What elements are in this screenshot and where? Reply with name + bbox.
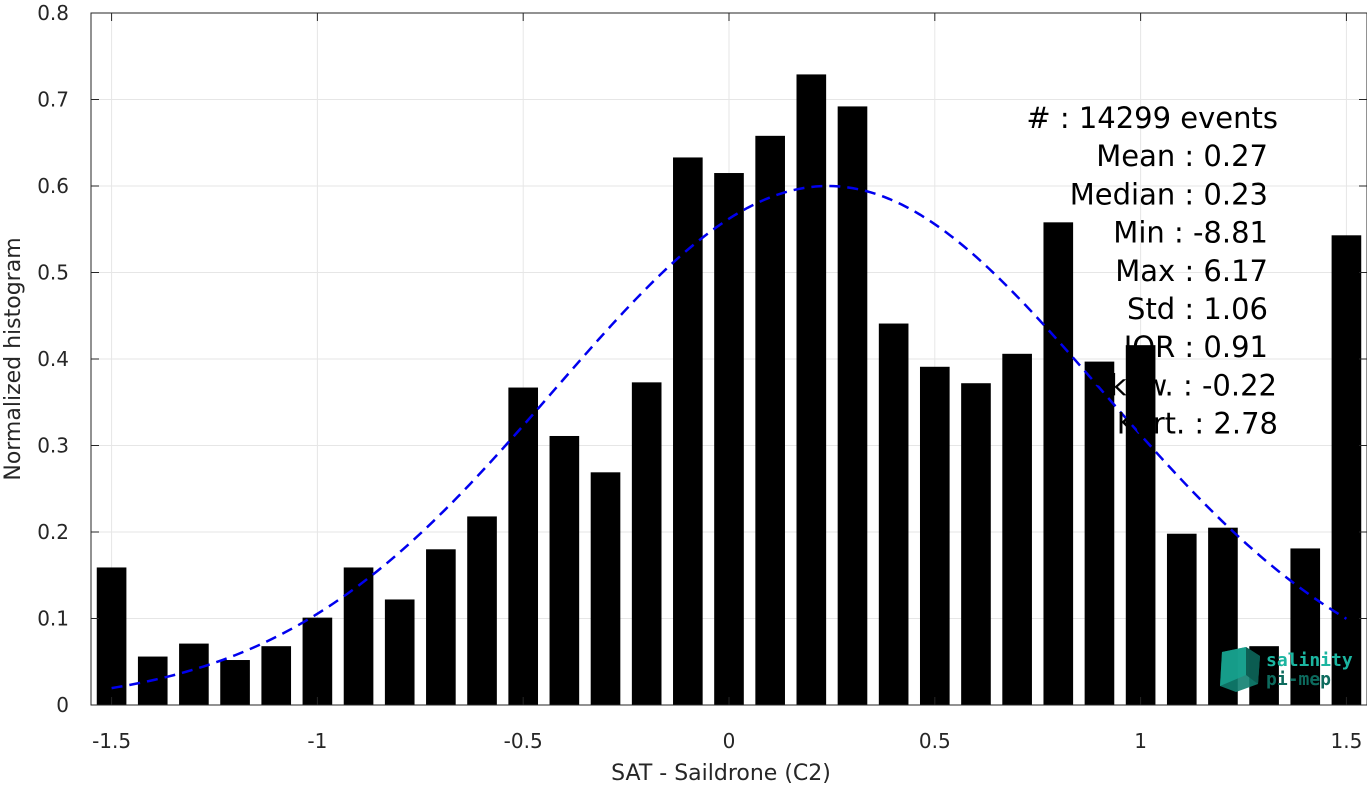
x-tick-label: -0.5 [504,729,543,753]
histogram-bar [631,382,662,705]
y-tick-label: 0.4 [37,347,69,371]
x-tick-label: 1.5 [1331,729,1363,753]
histogram-bar [878,323,909,705]
y-tick-label: 0.1 [37,607,69,631]
histogram-bar [1290,548,1321,705]
histogram-bar [961,383,991,705]
histogram-bars [96,74,1362,706]
y-tick-label: 0 [56,693,69,717]
histogram-bar [508,387,539,705]
stat-line: Std : 1.06 [1127,292,1268,326]
cube-logo-icon [1220,647,1260,692]
histogram-bar [302,617,333,705]
histogram-bar [1125,345,1156,705]
statistics-box: # : 14299 events Mean : 0.27 Median : 0.23… [1026,101,1278,441]
histogram-bar [261,646,292,705]
histogram-bar [919,366,950,705]
stat-line: Min : -8.81 [1113,216,1268,250]
histogram-bar [1043,222,1074,705]
y-tick-label: 0.5 [37,261,69,285]
histogram-bar [179,643,209,705]
histogram-bar [426,549,456,705]
x-axis-ticks: -1.5 -1 -0.5 0 0.5 1 1.5 [92,13,1362,753]
stat-line: Mean : 0.27 [1096,139,1268,173]
salinity-pi-mep-logo: salinity pi-mep [1220,647,1353,692]
stat-line: Max : 6.17 [1115,254,1268,288]
y-axis-label: Normalized histogram [1,237,26,480]
histogram-bar [467,516,497,705]
stat-line: IQR : 0.91 [1124,330,1268,364]
x-axis-label: SAT - Saildrone (C2) [611,761,831,785]
x-tick-label: -1 [307,729,327,753]
histogram-bar [755,135,785,705]
histogram-bar [549,435,580,705]
histogram-bar [96,567,127,705]
histogram-bar [220,660,250,705]
histogram-bar [714,173,744,705]
stat-line: # : 14299 events [1026,101,1278,135]
histogram-bar [1331,235,1362,705]
x-tick-label: 0 [723,729,736,753]
y-tick-label: 0.2 [37,520,69,544]
x-tick-label: 0.5 [919,729,951,753]
histogram-bar [1166,533,1197,705]
histogram-bar [1002,353,1032,705]
histogram-bar [1084,361,1115,705]
normal-fit-curve [111,184,1348,690]
histogram-bar [796,74,827,706]
stat-line: Kurt. : 2.78 [1117,407,1278,441]
histogram-bar [590,472,621,705]
histogram-bar [384,599,415,705]
y-tick-label: 0.7 [37,88,69,112]
logo-text-line1: salinity [1266,650,1353,671]
y-tick-label: 0.8 [37,1,69,25]
stat-line: Skew. : -0.22 [1091,368,1277,402]
x-tick-label: 1 [1134,729,1147,753]
logo-text-line2: pi-mep [1266,669,1331,690]
y-axis-ticks: 0 0.1 0.2 0.3 0.4 0.5 0.6 0.7 0.8 [37,1,1367,717]
stat-line: Median : 0.23 [1070,177,1268,211]
x-tick-label: -1.5 [92,729,131,753]
y-tick-label: 0.6 [37,174,69,198]
histogram-bar [837,106,868,706]
y-tick-label: 0.3 [37,434,69,458]
histogram-bar [343,567,374,705]
histogram-bar [673,157,703,705]
